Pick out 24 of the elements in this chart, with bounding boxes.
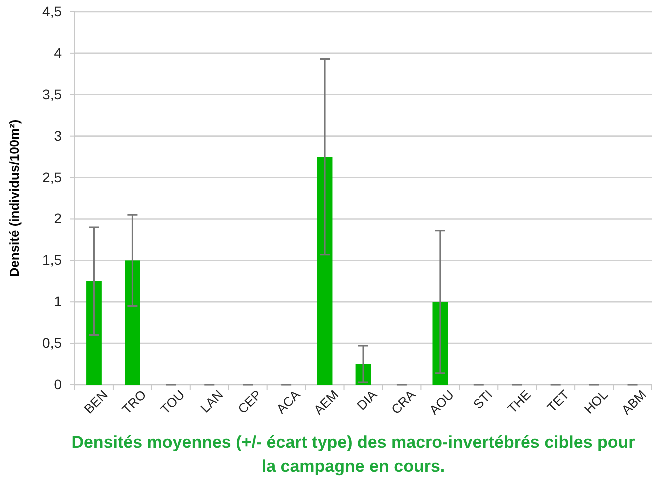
x-tick-label: TET: [544, 387, 572, 416]
bar: [86, 281, 102, 385]
y-tick-label: 2,5: [42, 169, 62, 186]
text: Densités moyennes (+/- écart type) des macro-invertébrés cibles pour la campagne en cours.: [72, 433, 636, 476]
y-tick-label: 2: [54, 210, 62, 227]
y-tick-label: 1: [54, 294, 62, 310]
y-tick-label: 4: [54, 44, 62, 61]
y-tick-label: 3: [54, 128, 62, 144]
y-tick-label: 3,5: [42, 86, 62, 102]
x-tick-label: CRA: [388, 387, 419, 418]
y-tick-label: 0,5: [42, 335, 62, 352]
x-tick-label: STI: [470, 387, 496, 412]
bar: [125, 260, 140, 385]
y-tick-label: 1,5: [42, 252, 62, 268]
x-tick-label: CEP: [235, 387, 265, 417]
x-tick-label: DIA: [354, 387, 380, 414]
x-tick-label: HOL: [581, 387, 611, 417]
bar: [317, 157, 333, 385]
y-axis-title: Densité (individus/100m²): [7, 120, 22, 278]
x-tick-label: THE: [504, 387, 534, 416]
x-tick-label: TRO: [119, 387, 150, 418]
y-tick-label: 4,5: [42, 3, 62, 20]
y-tick-label: 0: [54, 376, 62, 392]
bar: [432, 302, 448, 385]
